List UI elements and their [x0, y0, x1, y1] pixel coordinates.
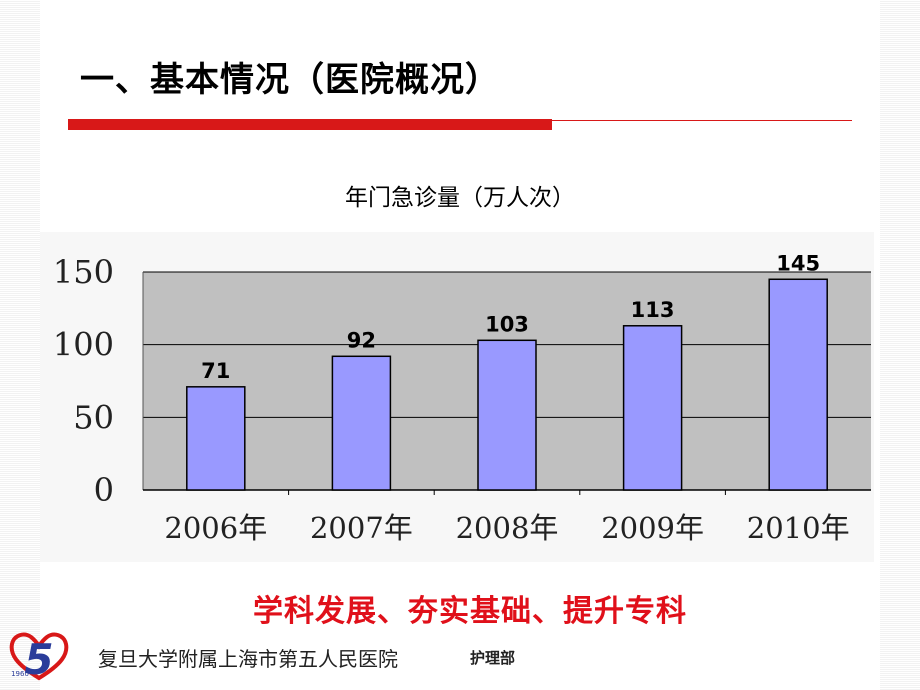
- chart-title: 年门急诊量（万人次）: [345, 185, 575, 211]
- title-underline-line: [552, 120, 852, 121]
- y-tick-label: 150: [53, 253, 114, 291]
- title-underline-bar: [68, 119, 552, 130]
- y-tick-label: 100: [53, 326, 114, 364]
- hospital-logo-icon: 5 1960: [9, 632, 69, 682]
- bar: [477, 339, 537, 491]
- logo-year: 1960: [11, 670, 29, 678]
- bar: [186, 386, 246, 491]
- bar: [622, 325, 683, 491]
- x-tick-label: 2007年: [310, 511, 413, 545]
- data-label: 92: [347, 328, 376, 352]
- bar: [331, 355, 392, 491]
- y-tick-label: 0: [94, 471, 114, 509]
- x-tick-label: 2006年: [164, 511, 267, 545]
- x-tick-label: 2010年: [747, 511, 850, 545]
- slogan: 学科发展、夯实基础、提升专科: [253, 594, 687, 629]
- data-label: 103: [485, 312, 529, 336]
- x-tick-label: 2009年: [601, 511, 704, 545]
- data-label: 71: [201, 359, 230, 383]
- data-label: 145: [776, 251, 820, 275]
- bar-chart: 0 50 100 150 71 2006年 92 2007年 103 2008年 113 2009年 1…: [53, 251, 871, 545]
- footer-department: 护理部: [470, 649, 516, 667]
- chart-area: 0 50 100 150 71 2006年 92 2007年 103 2008年 113 2009年 1…: [40, 232, 874, 562]
- data-label: 113: [631, 298, 675, 322]
- y-tick-label: 50: [73, 398, 114, 436]
- footer-hospital-name: 复旦大学附属上海市第五人民医院: [98, 647, 398, 671]
- bar: [768, 278, 828, 491]
- x-tick-label: 2008年: [456, 511, 559, 545]
- slide-title: 一、基本情况（医院概况）: [80, 60, 500, 100]
- logo-numeral: 5: [24, 635, 53, 682]
